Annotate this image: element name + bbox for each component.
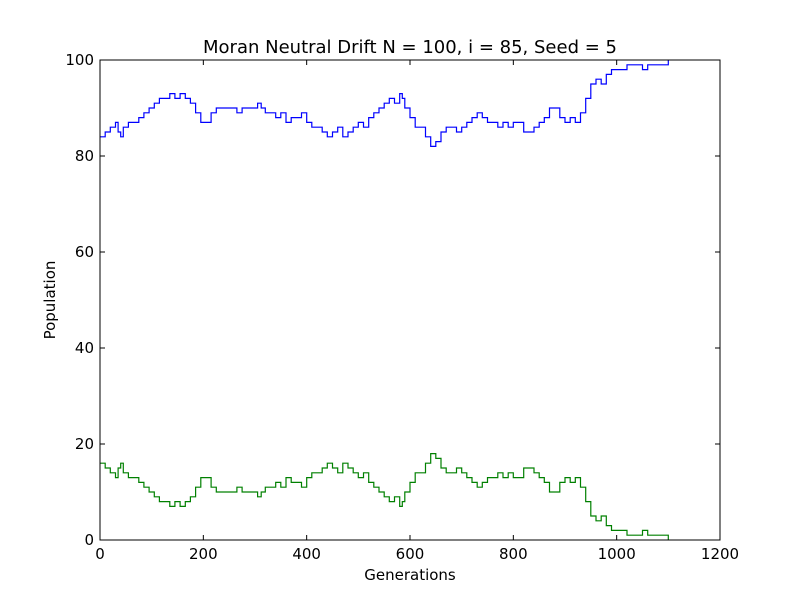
y-tick-label: 60 <box>75 243 94 261</box>
x-tick-label: 0 <box>95 545 105 563</box>
x-tick-label: 200 <box>189 545 218 563</box>
series-layer <box>100 60 669 540</box>
x-tick-label: 400 <box>292 545 321 563</box>
tick-layer <box>99 59 721 541</box>
tick-label-layer: 0 200 400 600 800 1000 1200 0 20 40 60 80 100 <box>65 51 739 563</box>
series-line-2 <box>100 453 669 540</box>
y-tick-label: 80 <box>75 147 94 165</box>
y-tick-label: 100 <box>65 51 94 69</box>
x-axis-label: Generations <box>364 566 456 584</box>
x-tick-label: 1000 <box>598 545 636 563</box>
chart-title: Moran Neutral Drift N = 100, i = 85, See… <box>203 37 617 58</box>
series-line-1 <box>100 60 669 147</box>
y-tick-label: 40 <box>75 339 94 357</box>
x-tick-label: 800 <box>499 545 528 563</box>
y-axis-label: Population <box>41 261 59 340</box>
x-tick-label: 600 <box>396 545 425 563</box>
y-tick-label: 0 <box>84 531 94 549</box>
y-tick-label: 20 <box>75 435 94 453</box>
x-tick-label: 1200 <box>701 545 739 563</box>
